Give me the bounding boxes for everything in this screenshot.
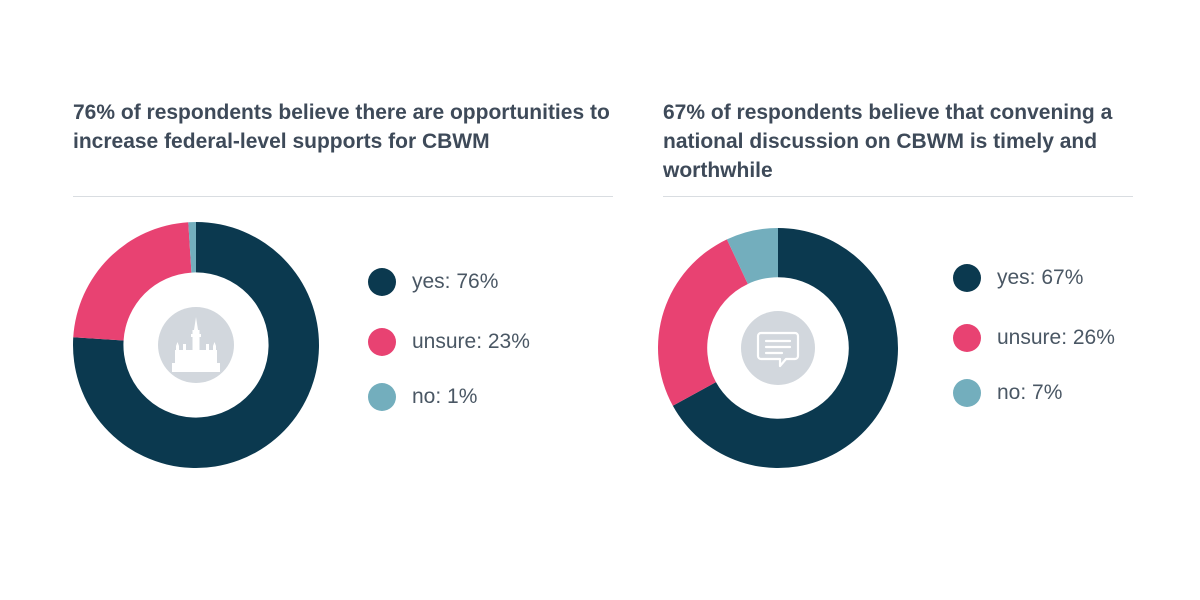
donut-slice-yes xyxy=(72,222,319,468)
title-divider xyxy=(73,196,613,197)
legend-label: unsure: 26% xyxy=(997,326,1115,349)
speech-bubble-icon xyxy=(756,331,800,368)
donut-slice-unsure xyxy=(73,222,192,341)
legend-item-no: no: 1% xyxy=(368,377,530,417)
donut-slice-unsure xyxy=(658,239,748,406)
legend-label: no: 7% xyxy=(997,381,1063,404)
legend-swatch-unsure xyxy=(953,324,981,352)
legend-item-unsure: unsure: 26% xyxy=(953,318,1115,358)
legend-swatch-no xyxy=(368,383,396,411)
chart-title: 76% of respondents believe there are opp… xyxy=(73,101,610,153)
legend-label: yes: 67% xyxy=(997,266,1084,289)
donut-slice-no xyxy=(188,222,196,273)
chart-title: 67% of respondents believe that convenin… xyxy=(663,101,1113,182)
parliament-building-icon xyxy=(172,317,220,372)
legend-swatch-unsure xyxy=(368,328,396,356)
legend-item-yes: yes: 76% xyxy=(368,262,530,302)
legend-label: unsure: 23% xyxy=(412,330,530,353)
chart-panel-national-discussion: 67% of respondents believe that convenin… xyxy=(658,0,1133,600)
donut-slice-no xyxy=(726,228,778,284)
donut-slices xyxy=(72,222,319,468)
donut-slices xyxy=(658,228,898,468)
donut-slice-yes xyxy=(672,228,898,468)
legend-swatch-yes xyxy=(953,264,981,292)
legend-item-no: no: 7% xyxy=(953,373,1115,413)
legend-label: yes: 76% xyxy=(412,270,499,293)
legend-swatch-yes xyxy=(368,268,396,296)
title-divider xyxy=(663,196,1133,197)
legend-item-unsure: unsure: 23% xyxy=(368,322,530,362)
donut-chart xyxy=(72,222,319,468)
legend-swatch-no xyxy=(953,379,981,407)
chart-legend: yes: 76% unsure: 23% no: 1% xyxy=(368,262,530,437)
chart-panel-federal-supports: 76% of respondents believe there are opp… xyxy=(72,0,613,600)
chart-legend: yes: 67% unsure: 26% no: 7% xyxy=(953,258,1115,433)
legend-item-yes: yes: 67% xyxy=(953,258,1115,298)
legend-label: no: 1% xyxy=(412,385,478,408)
donut-chart xyxy=(658,228,898,468)
